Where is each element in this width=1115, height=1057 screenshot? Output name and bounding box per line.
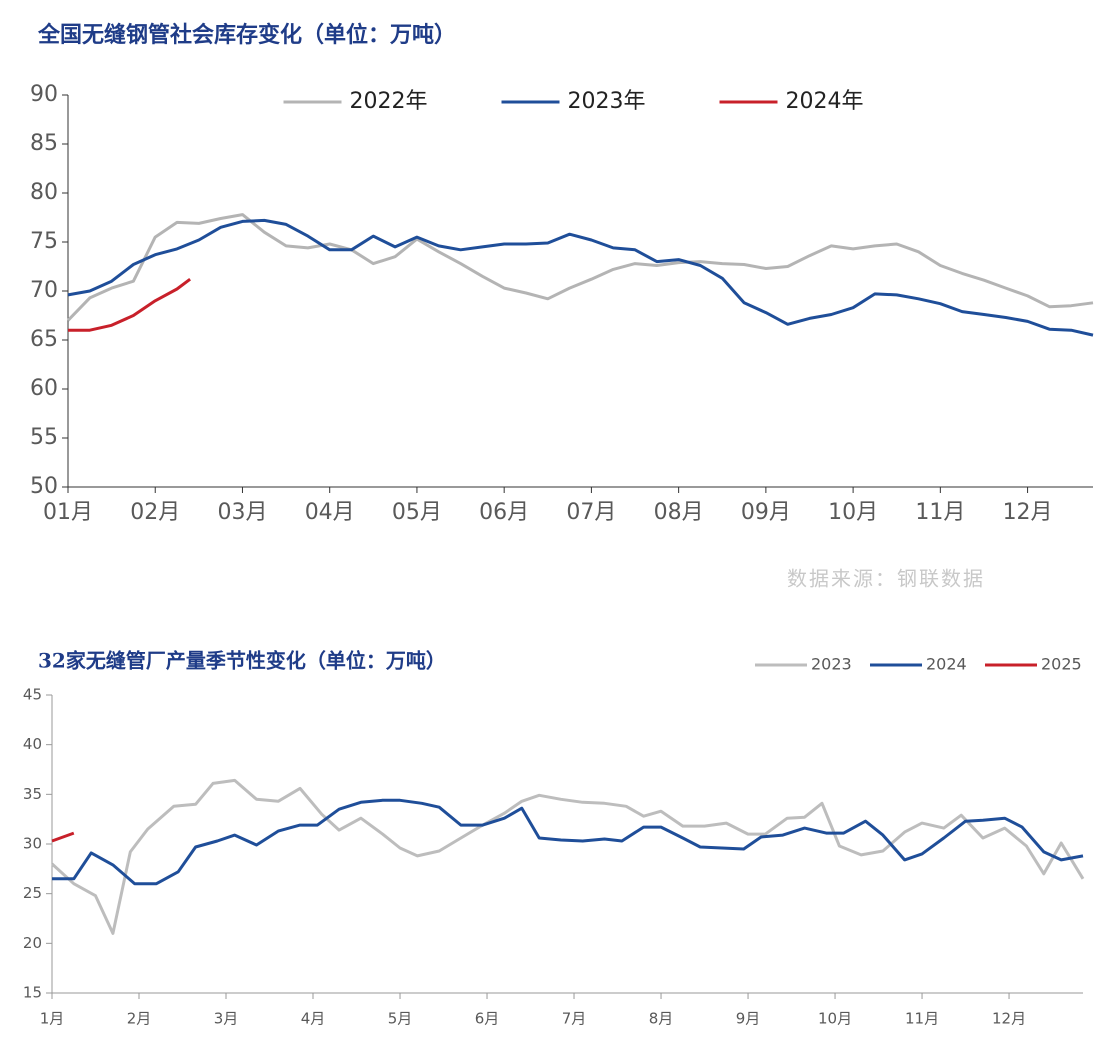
legend-label: 2022年 [350,89,428,114]
x-tick-label: 4月 [301,1010,326,1028]
legend-label: 2024 [926,655,967,674]
legend-label: 2023年 [568,89,646,114]
y-tick-label: 65 [30,327,58,352]
x-tick-label: 02月 [130,500,180,525]
series-line [66,213,1094,322]
series-line [68,277,191,332]
series-line [51,831,75,843]
x-tick-label: 5月 [388,1010,413,1028]
x-tick-label: 2月 [127,1010,152,1028]
series-line [50,778,1085,935]
chart-title: 32家无缝管厂产量季节性变化（单位：万吨） [38,649,446,673]
y-tick-label: 35 [23,785,42,803]
legend-label: 2023 [811,655,852,674]
y-tick-label: 70 [30,278,58,303]
x-tick-label: 07月 [566,500,616,525]
x-tick-label: 03月 [217,500,267,525]
x-tick-label: 6月 [475,1010,500,1028]
y-tick-label: 85 [30,131,58,156]
y-tick-label: 20 [23,934,42,952]
x-tick-label: 01月 [43,500,93,525]
x-tick-label: 08月 [654,500,704,525]
series-line [67,218,1094,337]
y-tick-label: 80 [30,180,58,205]
x-tick-label: 05月 [392,500,442,525]
x-tick-label: 04月 [305,500,355,525]
x-tick-label: 06月 [479,500,529,525]
x-tick-label: 10月 [828,500,878,525]
x-tick-label: 7月 [562,1010,587,1028]
y-tick-label: 45 [23,686,42,704]
x-tick-label: 9月 [736,1010,761,1028]
y-tick-label: 50 [30,474,58,499]
y-tick-label: 25 [23,884,42,902]
y-tick-label: 55 [30,425,58,450]
series-line [52,798,1084,886]
y-tick-label: 90 [30,82,58,107]
y-tick-label: 15 [23,984,42,1002]
chart-title: 全国无缝钢管社会库存变化（单位：万吨） [37,22,456,48]
y-tick-label: 30 [23,835,42,853]
x-tick-label: 3月 [214,1010,239,1028]
legend-label: 2025 [1041,655,1082,674]
legend-label: 2024年 [786,89,864,114]
source-note: 数据来源：钢联数据 [787,567,985,591]
y-tick-label: 75 [30,229,58,254]
x-tick-label: 09月 [741,500,791,525]
y-tick-label: 60 [30,376,58,401]
x-tick-label: 10月 [818,1010,852,1028]
x-tick-label: 12月 [1003,500,1053,525]
x-tick-label: 11月 [915,500,965,525]
x-tick-label: 1月 [40,1010,65,1028]
y-tick-label: 40 [23,735,42,753]
x-tick-label: 8月 [649,1010,674,1028]
x-tick-label: 11月 [905,1010,939,1028]
x-tick-label: 12月 [992,1010,1026,1028]
